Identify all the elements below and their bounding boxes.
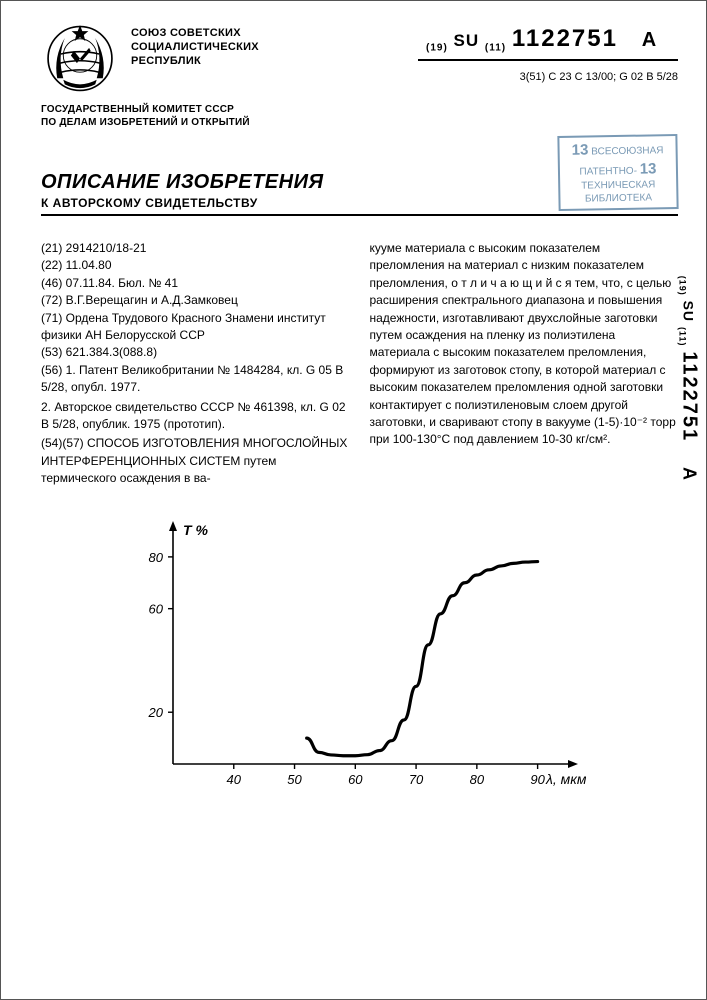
doc-suffix: A xyxy=(642,29,657,51)
svg-text:90: 90 xyxy=(530,772,545,787)
chart-svg: 20 60 80 40 50 60 70 80 90 T % λ, мкм xyxy=(121,515,586,800)
distinguishing-phrase: о т л и ч а ю щ и й с я xyxy=(451,276,571,290)
title-block: ОПИСАНИЕ ИЗОБРЕТЕНИЯ К АВТОРСКОМУ СВИДЕТ… xyxy=(41,171,558,210)
title-sub: К АВТОРСКОМУ СВИДЕТЕЛЬСТВУ xyxy=(41,196,558,210)
union-text-block: СОЮЗ СОВЕТСКИХ СОЦИАЛИСТИЧЕСКИХ РЕСПУБЛИ… xyxy=(131,19,406,68)
side-doc-id: (19) SU (11) 1122751 A xyxy=(677,276,700,481)
svg-text:80: 80 xyxy=(470,772,485,787)
union-line1: СОЮЗ СОВЕТСКИХ xyxy=(131,27,406,41)
svg-text:60: 60 xyxy=(348,772,363,787)
union-line2: СОЦИАЛИСТИЧЕСКИХ xyxy=(131,41,406,55)
country-code: SU xyxy=(454,31,480,50)
prefix11: (11) xyxy=(485,42,506,53)
union-line3: РЕСПУБЛИК xyxy=(131,55,406,69)
doc-id: (19) SU (11) 1122751 A xyxy=(418,25,678,61)
left-column: (21) 2914210/18-21 (22) 11.04.80 (46) 07… xyxy=(41,240,350,487)
field-22: (22) 11.04.80 xyxy=(41,257,350,274)
doc-number: 1122751 xyxy=(512,25,618,52)
field-72: (72) В.Г.Верещагин и А.Д.Замковец xyxy=(41,292,350,309)
stamp-line3: ТЕХНИЧЕСКАЯ xyxy=(581,179,655,191)
reference-2: 2. Авторское свидетельство СССР № 461398… xyxy=(41,399,350,434)
side-cc: SU xyxy=(680,301,696,322)
gos-line1: ГОСУДАРСТВЕННЫЙ КОМИТЕТ СССР xyxy=(41,103,678,116)
side-suffix: A xyxy=(679,467,699,481)
field-53: (53) 621.384.3(088.8) xyxy=(41,344,350,361)
stamp-n2: 13 xyxy=(640,160,657,177)
stamp-line4: БИБЛИОТЕКА xyxy=(585,192,652,204)
ussr-emblem-icon xyxy=(41,19,119,95)
header-row: СОЮЗ СОВЕТСКИХ СОЦИАЛИСТИЧЕСКИХ РЕСПУБЛИ… xyxy=(41,19,678,95)
svg-text:40: 40 xyxy=(227,772,242,787)
gos-line2: ПО ДЕЛАМ ИЗОБРЕТЕНИЙ И ОТКРЫТИЙ xyxy=(41,116,678,129)
transmission-chart: 20 60 80 40 50 60 70 80 90 T % λ, мкм xyxy=(121,515,678,805)
doc-id-block: (19) SU (11) 1122751 A 3(51) C 23 C 13/0… xyxy=(418,19,678,83)
stamp-line2: ПАТЕНТНО- xyxy=(579,165,637,177)
svg-text:60: 60 xyxy=(149,602,164,617)
stamp-n1: 13 xyxy=(572,142,589,159)
field-56: (56) 1. Патент Великобритании № 1484284,… xyxy=(41,362,350,397)
svg-text:50: 50 xyxy=(287,772,302,787)
svg-text:80: 80 xyxy=(149,550,164,565)
right-column: кууме материала с высоким показателем пр… xyxy=(370,240,679,487)
field-54: (54)(57) СПОСОБ ИЗГОТОВЛЕНИЯ МНОГОСЛОЙНЫ… xyxy=(41,435,350,487)
svg-text:20: 20 xyxy=(148,706,164,721)
title-main: ОПИСАНИЕ ИЗОБРЕТЕНИЯ xyxy=(41,171,558,194)
prefix19: (19) xyxy=(426,42,448,53)
body-columns: (21) 2914210/18-21 (22) 11.04.80 (46) 07… xyxy=(41,240,678,487)
side-prefix19: (19) xyxy=(677,276,687,296)
library-stamp: 13 ВСЕСОЮЗНАЯ ПАТЕНТНО- 13 ТЕХНИЧЕСКАЯ Б… xyxy=(557,134,678,211)
state-committee: ГОСУДАРСТВЕННЫЙ КОМИТЕТ СССР ПО ДЕЛАМ ИЗ… xyxy=(41,103,678,129)
title-row: ОПИСАНИЕ ИЗОБРЕТЕНИЯ К АВТОРСКОМУ СВИДЕТ… xyxy=(41,135,678,216)
field-71: (71) Ордена Трудового Красного Знамени и… xyxy=(41,310,350,345)
claim-tail: тем, что, с целью расширения спектрально… xyxy=(370,276,676,447)
field-46: (46) 07.11.84. Бюл. № 41 xyxy=(41,275,350,292)
side-prefix11: (11) xyxy=(677,327,687,347)
svg-text:70: 70 xyxy=(409,772,424,787)
side-number: 1122751 xyxy=(678,351,700,442)
classification: 3(51) C 23 C 13/00; G 02 B 5/28 xyxy=(418,71,678,83)
svg-text:λ, мкм: λ, мкм xyxy=(545,771,586,787)
svg-text:T %: T % xyxy=(183,522,208,538)
field-21: (21) 2914210/18-21 xyxy=(41,240,350,257)
stamp-line1: ВСЕСОЮЗНАЯ xyxy=(591,145,663,157)
